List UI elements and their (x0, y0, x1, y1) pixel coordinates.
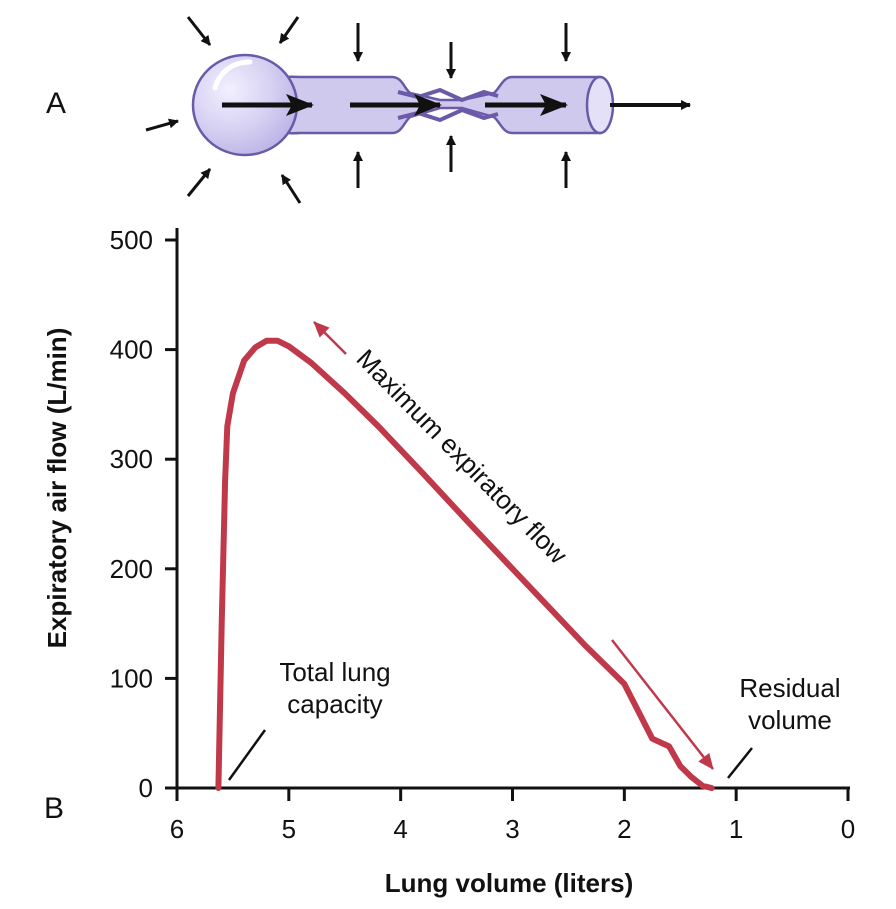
x-tick-label: 1 (729, 814, 743, 844)
compression-arrow-icon (280, 174, 302, 204)
y-tick-label: 200 (110, 554, 153, 584)
compression-arrow-icon (278, 16, 300, 44)
y-tick-label: 400 (110, 335, 153, 365)
y-tick-label: 100 (110, 663, 153, 693)
bulb-highlight (212, 59, 253, 91)
flow-arrow-label: Maximum expiratory flow (351, 343, 574, 570)
y-tick-label: 500 (110, 225, 153, 255)
x-tick-label: 0 (841, 814, 855, 844)
total-lung-capacity-label: Total lung capacity (279, 657, 390, 719)
y-tick-label: 300 (110, 444, 153, 474)
x-tick-label: 2 (617, 814, 631, 844)
x-tick-label: 6 (170, 814, 184, 844)
y-axis-title: Expiratory air flow (L/min) (42, 328, 72, 649)
compression-arrow-icon (145, 118, 179, 132)
flow-arrow-up-icon (313, 321, 347, 355)
panel-b-label: B (44, 792, 64, 825)
panel-a-label: A (46, 87, 66, 120)
x-axis-title: Lung volume (liters) (385, 868, 633, 898)
total-lung-capacity-pointer (227, 729, 267, 781)
y-tick-label: 0 (139, 773, 153, 803)
x-tick-label: 4 (393, 814, 407, 844)
x-tick-label: 3 (505, 814, 519, 844)
residual-volume-pointer (727, 747, 753, 779)
residual-volume-label: Residual volume (739, 673, 840, 735)
flow-arrow-down-icon (611, 639, 714, 770)
compression-arrow-icon (186, 168, 212, 197)
chart-ticks: 0 100 200 300 400 500 6 5 4 3 2 1 0 (110, 225, 856, 844)
x-tick-label: 5 (282, 814, 296, 844)
airway-diagram (145, 16, 691, 204)
airway-opening (585, 75, 615, 135)
max-expiratory-flow-curve (215, 337, 715, 791)
compression-arrow-icon (186, 16, 212, 46)
